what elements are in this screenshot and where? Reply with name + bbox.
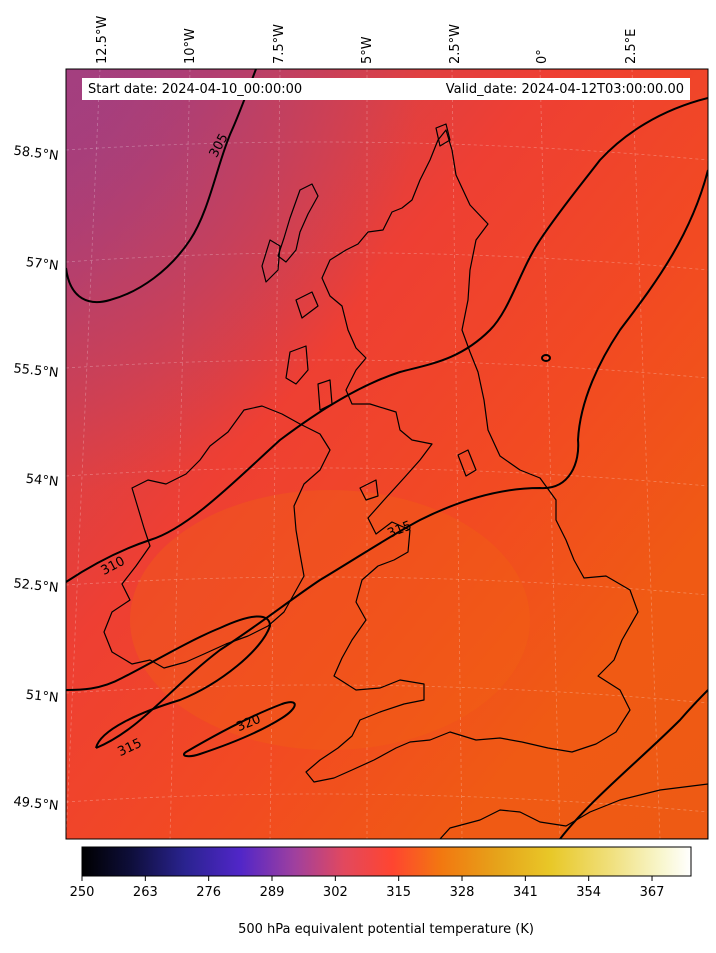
- start-date-text: Start date: 2024-04-10_00:00:00: [88, 82, 302, 97]
- valid-date-text: Valid_date: 2024-04-12T03:00:00.00: [446, 82, 684, 97]
- date-banner: [82, 78, 690, 100]
- lon-label-5w: 5°W: [360, 36, 375, 64]
- great-britain-coastline: [305, 129, 639, 783]
- ireland-coastline: [103, 405, 331, 669]
- france-coastline: [439, 783, 708, 839]
- lon-label-2-5e: 2.5°E: [624, 29, 639, 64]
- kielder-water: [457, 449, 477, 477]
- colorbar-ticks: 250 263 276 289 302 315 328 341 354 367: [70, 876, 665, 900]
- colorbar-tick-label: 289: [260, 885, 285, 900]
- hebrides-islands: [277, 183, 319, 263]
- colorbar-tick-label: 250: [70, 885, 95, 900]
- contour-310: [66, 97, 708, 583]
- lon-label-10w: 10°W: [183, 28, 198, 64]
- lat-label-55-5n: 55.5°N: [13, 361, 59, 381]
- map-area: 305 310 315 315 320 Start date: 2024-04-…: [66, 69, 708, 839]
- lon-label-7-5w: 7.5°W: [272, 24, 287, 64]
- mull: [285, 345, 309, 385]
- colorbar-tick-label: 315: [386, 885, 411, 900]
- south-uist: [261, 239, 281, 283]
- contour-315-north: [95, 169, 708, 749]
- colorbar-tick-label: 367: [640, 885, 665, 900]
- colorbar-tick-label: 302: [323, 885, 348, 900]
- lat-label-54n: 54°N: [25, 472, 59, 490]
- orkney: [435, 123, 451, 147]
- lon-label-12-5w: 12.5°W: [95, 16, 110, 64]
- map-frame: [65, 68, 709, 840]
- colorbar-tick-label: 341: [513, 885, 538, 900]
- skye: [295, 291, 319, 319]
- colorbar: [81, 846, 692, 877]
- contour-320: [182, 701, 296, 758]
- lat-label-51n: 51°N: [25, 688, 59, 706]
- contour-315-channel: [559, 689, 708, 839]
- coastlines: [103, 123, 708, 839]
- colorbar-tick-label: 328: [450, 885, 475, 900]
- isle-of-man: [359, 479, 379, 501]
- colorbar-label: 500 hPa equivalent potential temperature…: [238, 922, 534, 937]
- contour-small-loop: [541, 354, 551, 362]
- lat-label-52-5n: 52.5°N: [13, 576, 59, 596]
- lat-label-49-5n: 49.5°N: [13, 794, 59, 814]
- colorbar-tick-label: 263: [133, 885, 158, 900]
- latitude-labels: 58.5°N 57°N 55.5°N 54°N 52.5°N 51°N 49.5…: [13, 144, 60, 814]
- longitude-labels: 12.5°W 10°W 7.5°W 5°W 2.5°W 0° 2.5°E: [95, 16, 639, 64]
- graticule: [66, 69, 708, 839]
- isotherm-contours: [66, 69, 708, 839]
- lat-label-58-5n: 58.5°N: [13, 144, 60, 164]
- warm-air-shading: [130, 490, 530, 750]
- colorbar-tick-label: 354: [576, 885, 601, 900]
- contour-305: [66, 69, 257, 304]
- lon-label-2-5w: 2.5°W: [448, 24, 463, 64]
- lat-label-57n: 57°N: [25, 255, 59, 274]
- cold-air-shading: [66, 69, 708, 839]
- lon-label-0: 0°: [535, 49, 550, 64]
- colorbar-tick-label: 276: [196, 885, 221, 900]
